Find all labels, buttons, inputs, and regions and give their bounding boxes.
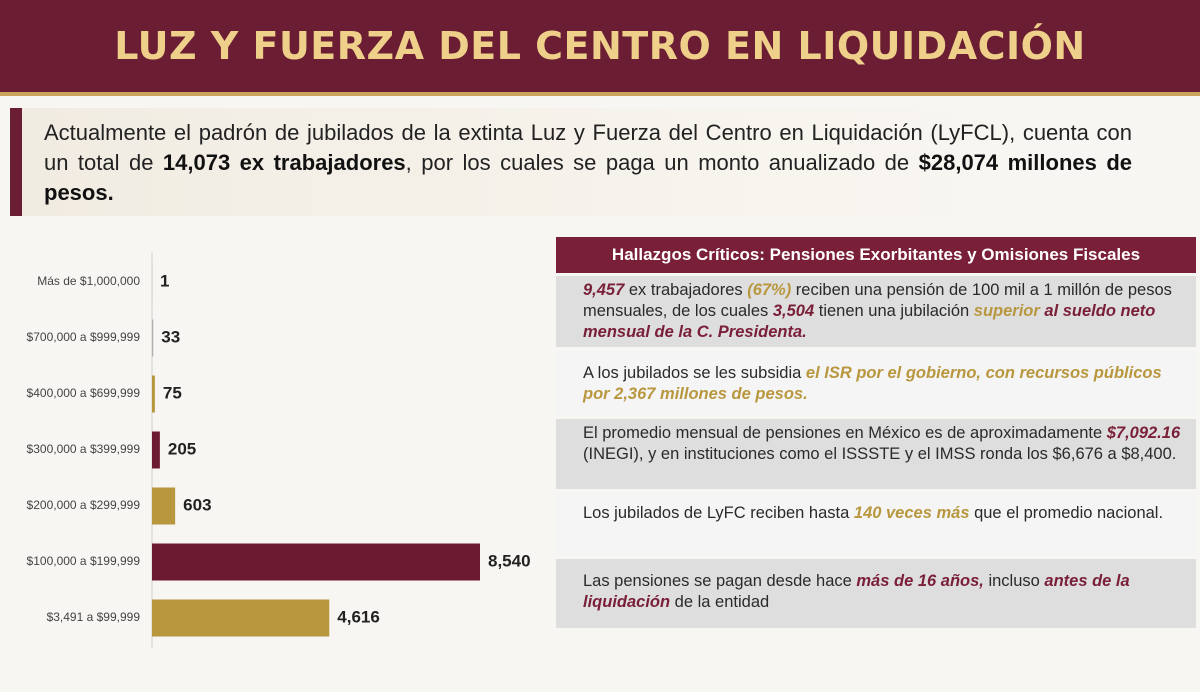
finding: Los jubilados de LyFC reciben hasta 140 … xyxy=(556,493,1196,555)
value-label: 33 xyxy=(161,327,180,346)
highlight: el ISR por el gobierno, con recursos púb… xyxy=(583,364,1162,403)
text: incluso xyxy=(983,572,1045,590)
text: de la entidad xyxy=(670,593,770,611)
finding: A los jubilados se les subsidia el ISR p… xyxy=(556,351,1196,415)
bar xyxy=(152,319,154,357)
value-label: 4,616 xyxy=(337,607,380,626)
bar xyxy=(152,375,155,413)
finding: El promedio mensual de pensiones en Méxi… xyxy=(556,419,1196,489)
bar xyxy=(152,431,160,469)
value-label: 75 xyxy=(163,383,182,402)
highlight: superior xyxy=(973,302,1040,320)
highlight: antes de la liquidación xyxy=(583,572,1130,611)
panel-title: Hallazgos Críticos: Pensiones Exorbitant… xyxy=(556,237,1196,273)
category-label: Más de $1,000,000 xyxy=(37,274,140,288)
text: (INEGI), y en instituciones como el ISSS… xyxy=(583,445,1177,463)
text: Las pensiones se pagan desde hace xyxy=(583,572,857,590)
highlight: 9,457 xyxy=(583,281,625,299)
intro-bold: 14,073 ex trabajadores xyxy=(162,150,406,175)
text: reciben una pensión de 100 mil a 1 milló… xyxy=(583,281,1172,320)
intro: Actualmente el padrón de jubilados de la… xyxy=(10,108,1160,216)
finding: Las pensiones se pagan desde hace más de… xyxy=(556,559,1196,628)
value-label: 8,540 xyxy=(488,551,531,570)
header: LUZ Y FUERZA DEL CENTRO EN LIQUIDACIÓN xyxy=(0,0,1200,96)
text: tienen una jubilación xyxy=(814,302,974,320)
value-label: 1 xyxy=(160,271,169,290)
highlight: 140 veces más xyxy=(853,504,970,522)
category-label: $200,000 a $299,999 xyxy=(27,498,141,512)
highlight: (67%) xyxy=(747,281,792,299)
category-label: $300,000 a $399,999 xyxy=(27,442,141,456)
intro-text: , por los cuales se paga un monto anuali… xyxy=(405,150,919,175)
finding: 9,457 ex trabajadores (67%) reciben una … xyxy=(556,276,1196,347)
value-label: 205 xyxy=(168,439,196,458)
text: A los jubilados se les subsidia xyxy=(583,364,806,382)
findings-panel: Hallazgos Críticos: Pensiones Exorbitant… xyxy=(556,237,1196,632)
highlight: más de 16 años, xyxy=(856,572,984,590)
value-label: 603 xyxy=(183,495,211,514)
intro-text: Actualmente el padrón de jubilados de la… xyxy=(44,120,1132,175)
category-label: $700,000 a $999,999 xyxy=(27,330,141,344)
text: Los jubilados de LyFC reciben hasta xyxy=(583,504,854,522)
title: LUZ Y FUERZA DEL CENTRO EN LIQUIDACIÓN xyxy=(114,24,1086,68)
bar xyxy=(152,599,330,637)
highlight: $7,092.16 xyxy=(1106,424,1181,442)
text: El promedio mensual de pensiones en Méxi… xyxy=(583,424,1107,442)
bar xyxy=(152,487,176,525)
category-label: $3,491 a $99,999 xyxy=(47,610,141,624)
text: ex trabajadores xyxy=(624,281,748,299)
chart: Más de $1,000,000 1 $700,000 a $999,999 33 $… xyxy=(27,252,531,648)
intro-bold: $28,074 millones de pesos. xyxy=(44,150,1132,205)
highlight: al sueldo neto mensual de la C. Presiden… xyxy=(583,302,1156,341)
category-label: $100,000 a $199,999 xyxy=(27,554,141,568)
category-label: $400,000 a $699,999 xyxy=(27,386,141,400)
highlight: 3,504 xyxy=(772,302,815,320)
bar xyxy=(152,543,480,581)
text: que el promedio nacional. xyxy=(969,504,1164,522)
